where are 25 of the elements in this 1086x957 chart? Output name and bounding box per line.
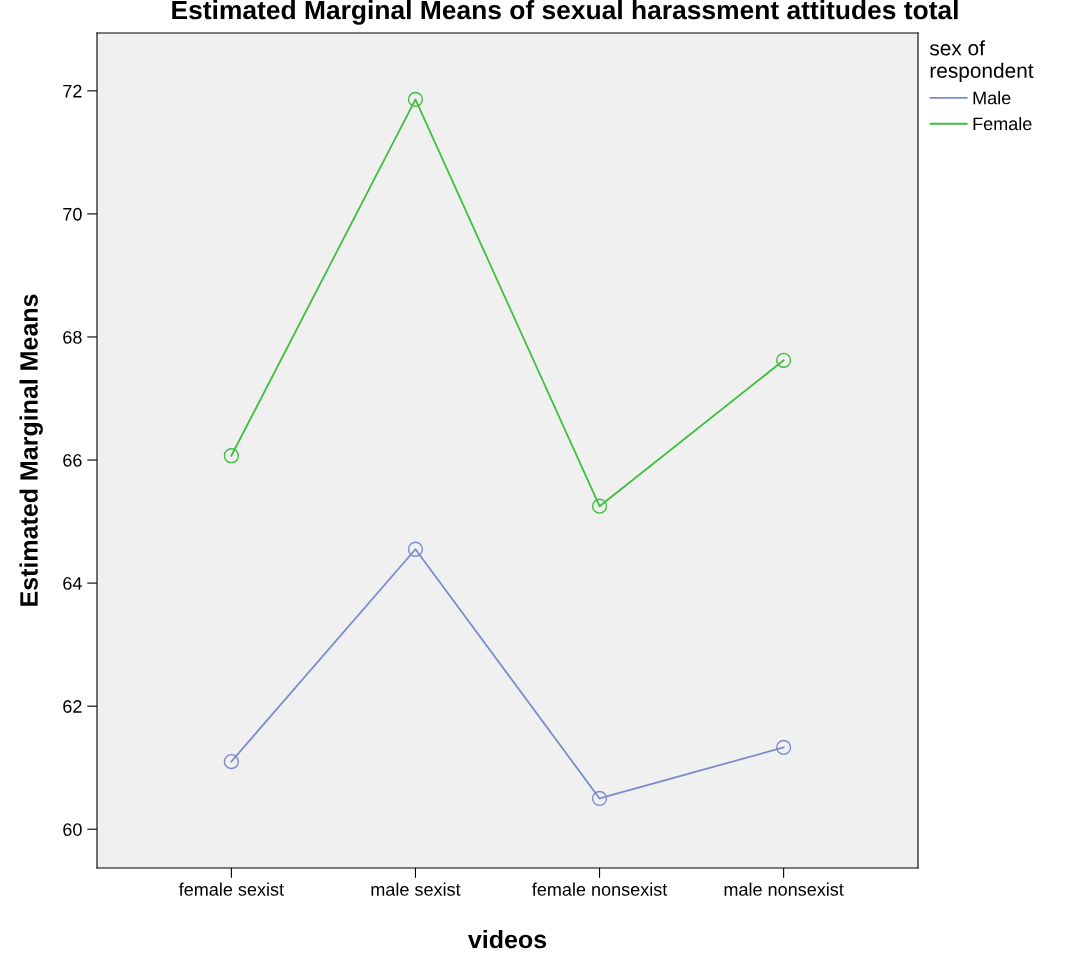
x-axis-title: videos: [468, 929, 547, 949]
x-tick-label: female nonsexist: [532, 882, 668, 896]
chart-title: Estimated Marginal Means of sexual harassment attitudes total: [172, 0, 958, 25]
y-tick-label: 62: [63, 700, 82, 713]
y-tick-label: 68: [63, 330, 82, 344]
point: [775, 352, 792, 368]
y-tick-label: 72: [63, 84, 82, 98]
x-tick-label: female sexist: [178, 882, 284, 896]
y-axis-title: Estimated Marginal Means: [19, 294, 43, 606]
legend-title: sex of respondent: [929, 40, 1034, 83]
y-tick-label: 64: [63, 577, 82, 590]
point: [591, 790, 608, 807]
point: [223, 753, 240, 770]
point: [223, 448, 240, 464]
point: [775, 739, 792, 756]
y-tick-label: 66: [63, 453, 82, 467]
y-tick-label: 60: [63, 823, 82, 836]
x-tick-label: male sexist: [371, 882, 461, 896]
point: [407, 541, 424, 557]
y-tick-label: 70: [63, 207, 82, 221]
point: [407, 91, 424, 108]
point: [591, 498, 608, 514]
legend-label: Female: [973, 116, 1032, 131]
x-tick-label: male nonsexist: [724, 882, 844, 896]
legend-label: Male: [973, 91, 1011, 105]
